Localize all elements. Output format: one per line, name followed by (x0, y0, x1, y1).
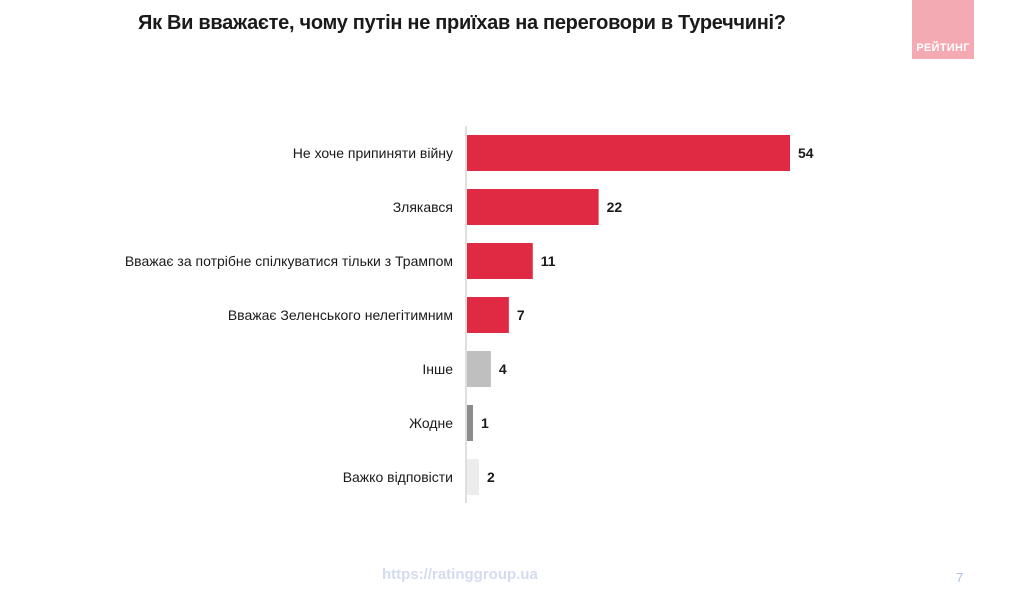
category-label: Злякався (393, 199, 453, 215)
logo-text: РЕЙТИНГ (916, 42, 970, 54)
value-label: 22 (607, 199, 623, 215)
value-label: 11 (541, 253, 556, 269)
category-label: Вважає за потрібне спілкуватися тільки з… (125, 253, 453, 269)
value-label: 1 (481, 415, 489, 431)
value-label: 7 (517, 307, 525, 323)
category-label: Важко відповісти (343, 469, 453, 485)
bar (467, 351, 491, 387)
footer-url[interactable]: https://ratinggroup.ua (382, 566, 538, 583)
bar (467, 243, 533, 279)
bar (467, 297, 509, 333)
category-label: Не хоче припиняти війну (293, 145, 453, 161)
bar (467, 189, 599, 225)
category-label: Вважає Зеленського нелегітимним (228, 307, 453, 323)
rating-logo: РЕЙТИНГ (912, 0, 974, 59)
category-label: Інше (422, 361, 453, 377)
category-label: Жодне (409, 415, 453, 431)
bar (467, 135, 790, 171)
bars-group: Не хоче припиняти війну 54 Злякався 22 Вважа… (125, 135, 814, 495)
value-label: 4 (499, 361, 507, 377)
bar (467, 459, 479, 495)
chart-title: Як Ви вважаєте, чому путін не приїхав на… (138, 12, 786, 34)
value-label: 54 (798, 145, 814, 161)
bar (467, 405, 473, 441)
value-label: 2 (487, 469, 495, 485)
page-number: 7 (956, 570, 964, 585)
